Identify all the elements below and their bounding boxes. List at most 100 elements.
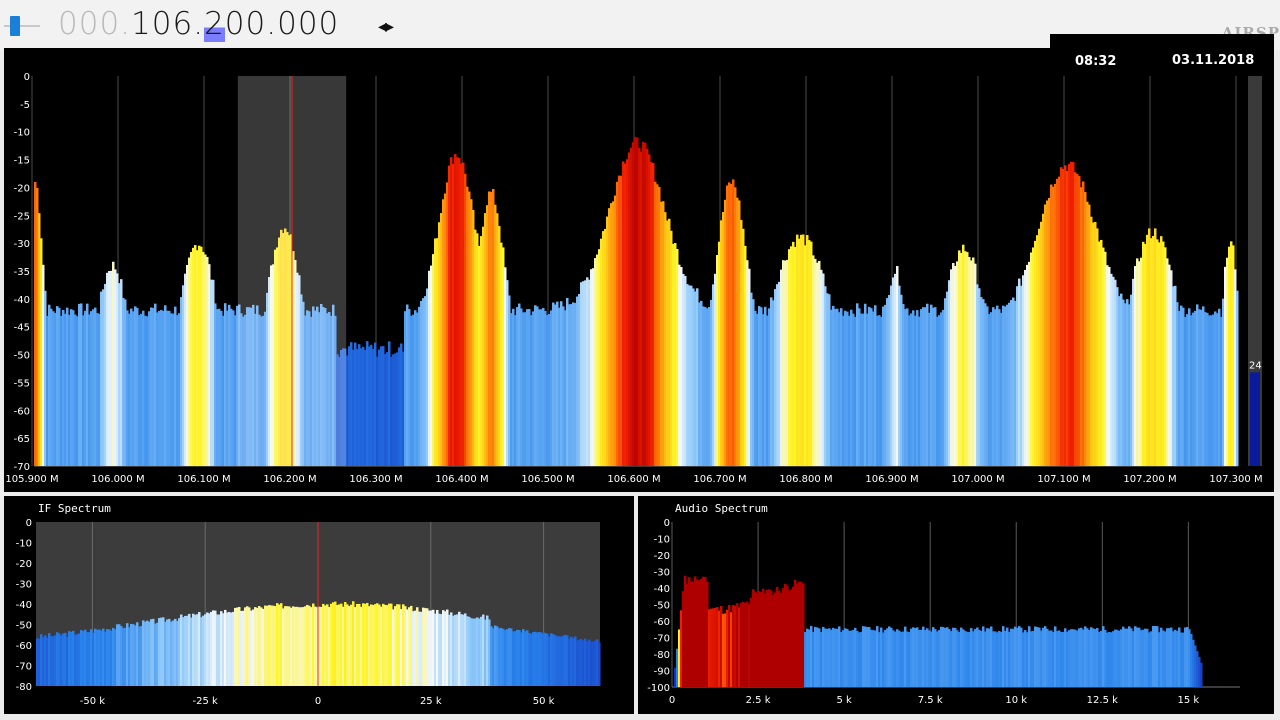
spectrum-bar	[646, 148, 649, 466]
audio-spectrum-bar	[1174, 629, 1177, 687]
audio-spectrum-bar	[1106, 632, 1109, 687]
if-spectrum-bar	[154, 623, 157, 686]
spectrum-bar	[484, 213, 487, 466]
frequency-main-digits[interactable]: 106.	[131, 6, 205, 42]
spectrum-bar	[860, 313, 863, 466]
frequency-dim-digits[interactable]: 000.	[58, 6, 132, 42]
spectrum-bar	[1002, 305, 1005, 466]
audio-spectrum-panel[interactable]: Audio Spectrum 0 -10 -20 -30 -40 -50 -60 -70 -80…	[638, 496, 1274, 714]
audio-spectrum-bar	[1142, 629, 1145, 687]
if-spectrum-bar	[184, 615, 187, 686]
audio-spectrum-bar	[754, 591, 757, 687]
audio-spectrum-bar	[784, 583, 787, 687]
volume-slider-handle[interactable]	[10, 16, 20, 36]
audio-spectrum-bar	[720, 606, 723, 687]
if-spectrum-bar	[366, 602, 369, 686]
audio-spectrum-bar	[936, 631, 939, 687]
spectrum-bar	[296, 272, 299, 466]
spectrum-bar	[150, 307, 153, 466]
audio-spectrum-bar	[676, 648, 679, 687]
audio-spectrum-bar	[884, 630, 887, 687]
x-tick-label: 0	[669, 695, 675, 706]
spectrum-bar	[474, 229, 477, 466]
frequency-selected-digit[interactable]: 2	[204, 6, 225, 42]
audio-spectrum-bar	[780, 592, 783, 687]
spectrum-bar	[998, 309, 1001, 466]
spectrum-bar	[462, 162, 465, 466]
audio-spectrum-bar	[948, 629, 951, 687]
audio-spectrum-bar	[856, 630, 859, 687]
spectrum-bar	[928, 312, 931, 466]
spectrum-bar	[738, 200, 741, 466]
audio-spectrum-bar	[956, 630, 959, 687]
audio-spectrum-bar	[1186, 626, 1189, 687]
spectrum-bar	[698, 302, 701, 466]
spectrum-bar	[936, 316, 939, 466]
frequency-tail-digits[interactable]: 00.000	[224, 6, 340, 42]
spectrum-bar	[954, 265, 957, 466]
if-spectrum-bar	[224, 609, 227, 686]
audio-spectrum-bar	[826, 628, 829, 687]
audio-spectrum-bar	[1082, 629, 1085, 687]
main-spectrum-chart[interactable]: 0 -5 -10 -15 -20 -25 -30 -35 -40 -45 -50 -55 -60 -65 -…	[4, 48, 1274, 492]
if-spectrum-bar	[418, 611, 421, 686]
volume-slider-track[interactable]	[4, 25, 40, 27]
if-spectrum-bar	[368, 606, 371, 686]
spectrum-bar	[874, 305, 877, 466]
spectrum-bar	[1120, 293, 1123, 466]
spectrum-bar	[324, 308, 327, 466]
if-spectrum-bar	[444, 611, 447, 686]
audio-spectrum-bar	[1188, 629, 1191, 687]
spectrum-bar	[202, 251, 205, 466]
audio-spectrum-bar	[822, 626, 825, 687]
tune-arrows-icon[interactable]: ◂▸	[378, 16, 394, 37]
spectrum-bar	[1024, 269, 1027, 466]
spectrum-bar	[726, 185, 729, 466]
if-spectrum-panel[interactable]: IF Spectrum 0 -10 -20 -30 -40 -50 -60 -70 -80 -50…	[4, 496, 634, 714]
if-spectrum-bar	[138, 626, 141, 686]
if-spectrum-title: IF Spectrum	[38, 502, 111, 515]
spectrum-bar	[492, 188, 495, 466]
if-spectrum-bar	[552, 634, 555, 686]
audio-spectrum-bar	[828, 628, 831, 687]
if-spectrum-bar	[112, 627, 115, 686]
audio-spectrum-bar	[900, 631, 903, 687]
if-spectrum-bar	[380, 606, 383, 686]
spectrum-bar	[1092, 222, 1095, 466]
audio-spectrum-chart[interactable]: Audio Spectrum 0 -10 -20 -30 -40 -50 -60 -70 -80…	[638, 496, 1274, 714]
spectrum-bar	[1122, 299, 1125, 466]
spectrum-bar	[694, 291, 697, 466]
spectrum-bar	[196, 250, 199, 466]
if-spectrum-bar	[314, 606, 317, 686]
spectrum-bar	[930, 304, 933, 466]
spectrum-bar	[846, 311, 849, 466]
if-spectrum-bar	[482, 614, 485, 686]
audio-spectrum-bar	[766, 589, 769, 687]
if-spectrum-bar	[56, 632, 59, 686]
if-spectrum-bar	[468, 616, 471, 686]
if-spectrum-bar	[400, 608, 403, 686]
y-tick-label: -50	[14, 351, 30, 362]
if-spectrum-bar	[536, 632, 539, 686]
audio-spectrum-bar	[928, 630, 931, 687]
spectrum-bar	[724, 199, 727, 466]
spectrum-bar	[136, 307, 139, 466]
main-spectrum-panel[interactable]: 0 -5 -10 -15 -20 -25 -30 -35 -40 -45 -50 -55 -60 -65 -…	[4, 48, 1274, 492]
frequency-display[interactable]: 000.106.200.000	[58, 6, 339, 42]
spectrum-bar	[374, 342, 377, 466]
if-spectrum-bar	[252, 609, 255, 686]
if-spectrum-bar	[490, 626, 493, 686]
if-spectrum-chart[interactable]: IF Spectrum 0 -10 -20 -30 -40 -50 -60 -70 -80 -50…	[4, 496, 634, 714]
if-spectrum-bar	[364, 603, 367, 686]
audio-spectrum-bar	[1048, 630, 1051, 687]
spectrum-bar	[912, 310, 915, 466]
spectrum-bar	[120, 279, 123, 466]
audio-spectrum-bar	[838, 626, 841, 687]
spectrum-bar	[566, 298, 569, 466]
spectrum-bar	[600, 238, 603, 466]
spectrum-bar	[560, 301, 563, 466]
if-spectrum-bar	[268, 605, 271, 686]
x-tick-label: 15 k	[1178, 695, 1200, 706]
y-tick-label: -70	[14, 462, 30, 473]
spectrum-bar	[246, 307, 249, 466]
